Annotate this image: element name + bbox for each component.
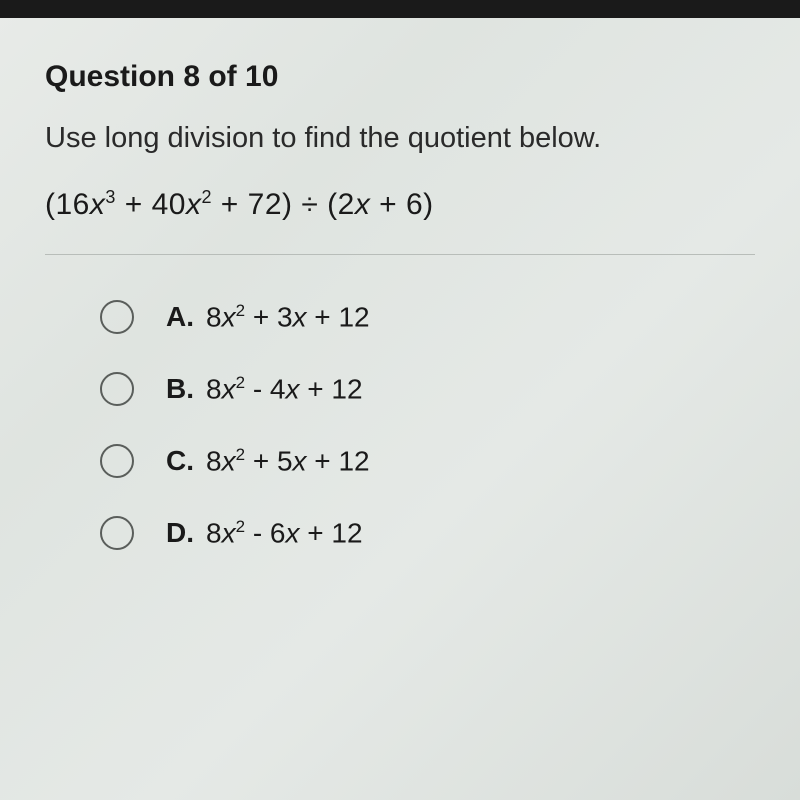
option-a[interactable]: A. 8x2 + 3x + 12 xyxy=(100,300,755,334)
option-b[interactable]: B. 8x2 - 4x + 12 xyxy=(100,372,755,406)
options-list: A. 8x2 + 3x + 12 B. 8x2 - 4x + 12 C. 8x2… xyxy=(45,300,755,550)
option-expression: 8x2 - 6x + 12 xyxy=(206,517,363,549)
option-letter: D. xyxy=(166,517,194,549)
option-letter: A. xyxy=(166,301,194,333)
option-expression: 8x2 + 3x + 12 xyxy=(206,301,370,333)
option-c[interactable]: C. 8x2 + 5x + 12 xyxy=(100,444,755,478)
radio-icon[interactable] xyxy=(100,516,134,550)
option-expression: 8x2 + 5x + 12 xyxy=(206,445,370,477)
option-letter: B. xyxy=(166,373,194,405)
question-prompt: Use long division to find the quotient b… xyxy=(45,122,755,155)
division-expression: (16x3 + 40x2 + 72) ÷ (2x + 6) xyxy=(45,187,755,222)
radio-icon[interactable] xyxy=(100,444,134,478)
radio-icon[interactable] xyxy=(100,300,134,334)
option-d[interactable]: D. 8x2 - 6x + 12 xyxy=(100,516,755,550)
divider xyxy=(45,254,755,255)
radio-icon[interactable] xyxy=(100,372,134,406)
question-header: Question 8 of 10 xyxy=(45,60,755,94)
option-expression: 8x2 - 4x + 12 xyxy=(206,373,363,405)
option-letter: C. xyxy=(166,445,194,477)
